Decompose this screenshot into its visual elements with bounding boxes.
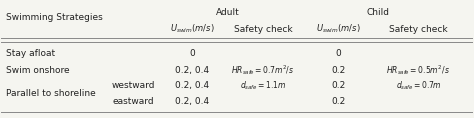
Text: $d_{safe}=1.1m$: $d_{safe}=1.1m$ — [239, 79, 286, 92]
Text: 0.2, 0.4: 0.2, 0.4 — [175, 66, 210, 75]
Text: Parallel to shoreline: Parallel to shoreline — [6, 89, 96, 98]
Text: $U_{swim}$$(m/s)$: $U_{swim}$$(m/s)$ — [316, 23, 361, 35]
Text: $HR_{safe}=0.7m^2/s$: $HR_{safe}=0.7m^2/s$ — [231, 64, 294, 78]
Text: $d_{safe}=0.7m$: $d_{safe}=0.7m$ — [396, 79, 441, 92]
Text: Child: Child — [367, 8, 390, 17]
Text: Swim onshore: Swim onshore — [6, 66, 70, 75]
Text: 0.2: 0.2 — [331, 81, 346, 90]
Text: 0.2, 0.4: 0.2, 0.4 — [175, 97, 210, 106]
Text: Swimming Strategies: Swimming Strategies — [6, 13, 103, 22]
Text: $HR_{safe}=0.5m^2/s$: $HR_{safe}=0.5m^2/s$ — [386, 64, 450, 78]
Text: Stay afloat: Stay afloat — [6, 49, 55, 58]
Text: Adult: Adult — [216, 8, 239, 17]
Text: Safety check: Safety check — [389, 25, 448, 34]
Text: 0: 0 — [189, 49, 195, 58]
Text: eastward: eastward — [112, 97, 154, 106]
Text: 0.2: 0.2 — [331, 66, 346, 75]
Text: $U_{swim}$$(m/s)$: $U_{swim}$$(m/s)$ — [170, 23, 215, 35]
Text: Safety check: Safety check — [234, 25, 292, 34]
Text: 0: 0 — [336, 49, 341, 58]
Text: 0.2: 0.2 — [331, 97, 346, 106]
Text: 0.2, 0.4: 0.2, 0.4 — [175, 81, 210, 90]
Text: westward: westward — [111, 81, 155, 90]
